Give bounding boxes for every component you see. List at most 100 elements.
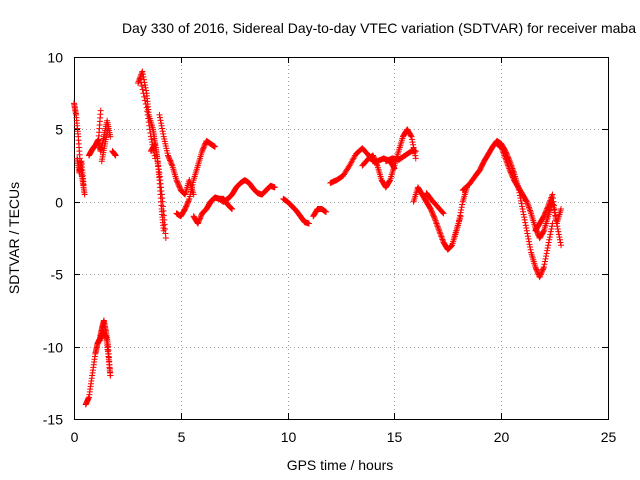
plus-marker xyxy=(145,119,152,126)
plus-marker xyxy=(371,156,378,163)
plus-marker xyxy=(428,208,435,215)
plus-marker xyxy=(146,126,153,133)
plus-marker xyxy=(184,199,191,206)
plus-marker xyxy=(436,229,443,236)
plus-marker xyxy=(155,162,162,169)
plus-marker xyxy=(548,225,555,232)
plus-marker xyxy=(433,219,440,226)
plus-marker xyxy=(459,201,466,208)
plus-marker xyxy=(97,107,104,114)
plus-marker xyxy=(524,233,531,240)
plus-marker xyxy=(438,233,445,240)
plus-marker xyxy=(558,206,565,213)
plus-marker xyxy=(197,215,204,222)
plus-marker xyxy=(437,230,444,237)
plus-marker xyxy=(157,117,164,124)
plus-marker xyxy=(80,181,87,188)
plus-marker xyxy=(182,204,189,211)
plus-marker xyxy=(431,214,438,221)
plus-marker xyxy=(174,179,181,186)
plus-marker xyxy=(430,213,437,220)
plus-marker xyxy=(546,236,553,243)
plus-marker xyxy=(555,231,562,238)
plus-marker xyxy=(140,90,147,97)
plus-marker xyxy=(527,246,534,253)
plus-marker xyxy=(145,115,152,122)
plus-marker xyxy=(546,200,553,207)
plus-marker xyxy=(527,244,534,251)
plus-marker xyxy=(194,220,201,227)
plus-marker xyxy=(457,209,464,216)
plus-marker xyxy=(440,210,447,217)
plus-marker xyxy=(305,220,312,227)
plus-marker xyxy=(154,158,161,165)
plus-marker xyxy=(504,159,511,166)
plus-marker xyxy=(228,205,235,212)
plus-marker xyxy=(372,158,379,165)
plus-marker xyxy=(181,191,188,198)
plus-marker xyxy=(162,235,169,241)
y-axis-label: SDTVAR / TECUs xyxy=(6,182,22,294)
plus-marker xyxy=(227,204,234,211)
plus-marker xyxy=(525,235,532,242)
y-tick-label: -15 xyxy=(43,412,63,428)
plus-marker xyxy=(409,136,416,143)
plus-marker xyxy=(372,157,379,164)
plus-marker xyxy=(505,164,512,171)
x-tick-label: 5 xyxy=(178,429,186,445)
plus-marker xyxy=(143,104,150,111)
plus-marker xyxy=(540,228,547,235)
plus-marker xyxy=(197,214,204,221)
plus-marker xyxy=(429,209,436,216)
plus-marker xyxy=(154,155,161,162)
plus-marker xyxy=(527,208,534,215)
plus-marker xyxy=(153,151,160,158)
plus-marker xyxy=(140,73,147,80)
plus-marker xyxy=(428,207,435,214)
plus-marker xyxy=(500,151,507,158)
plus-marker xyxy=(537,272,544,279)
plus-marker xyxy=(434,223,441,230)
plus-marker xyxy=(184,200,191,207)
plus-marker xyxy=(532,265,539,272)
plus-marker xyxy=(543,206,550,213)
x-tick-label: 15 xyxy=(387,429,403,445)
plus-marker xyxy=(523,198,530,205)
plus-marker xyxy=(544,247,551,254)
plus-marker xyxy=(410,141,417,148)
plus-marker xyxy=(457,212,464,219)
plus-marker xyxy=(501,153,508,160)
data-series xyxy=(173,137,218,220)
x-tick-label: 20 xyxy=(494,429,510,445)
plus-marker xyxy=(547,231,554,238)
plus-marker xyxy=(183,202,190,209)
plus-marker xyxy=(498,143,505,150)
y-tick-label: 5 xyxy=(55,122,63,138)
x-axis-label: GPS time / hours xyxy=(287,457,394,473)
plus-marker xyxy=(545,201,552,208)
plus-marker xyxy=(142,97,149,104)
plus-marker xyxy=(519,206,526,213)
plus-marker xyxy=(160,130,167,137)
plus-marker xyxy=(524,201,531,208)
plus-marker xyxy=(137,75,144,82)
plus-marker xyxy=(533,266,540,273)
plus-marker xyxy=(539,266,546,273)
data-series xyxy=(532,191,565,234)
data-points xyxy=(71,68,565,408)
plus-marker xyxy=(458,204,465,211)
data-series xyxy=(310,206,330,220)
plus-marker xyxy=(509,174,516,181)
data-series xyxy=(359,126,419,191)
plus-marker xyxy=(139,86,146,93)
plus-marker xyxy=(146,122,153,129)
plus-marker xyxy=(540,263,547,270)
plus-marker xyxy=(156,111,163,118)
plus-marker xyxy=(500,149,507,156)
plus-marker xyxy=(541,258,548,265)
plus-marker xyxy=(524,230,531,237)
tick-labels: 0 5 10 15 20 25 -15 -10 -5 0 5 10 xyxy=(43,50,617,446)
data-series xyxy=(280,195,312,227)
plus-marker xyxy=(432,217,439,224)
plus-marker xyxy=(556,234,563,241)
